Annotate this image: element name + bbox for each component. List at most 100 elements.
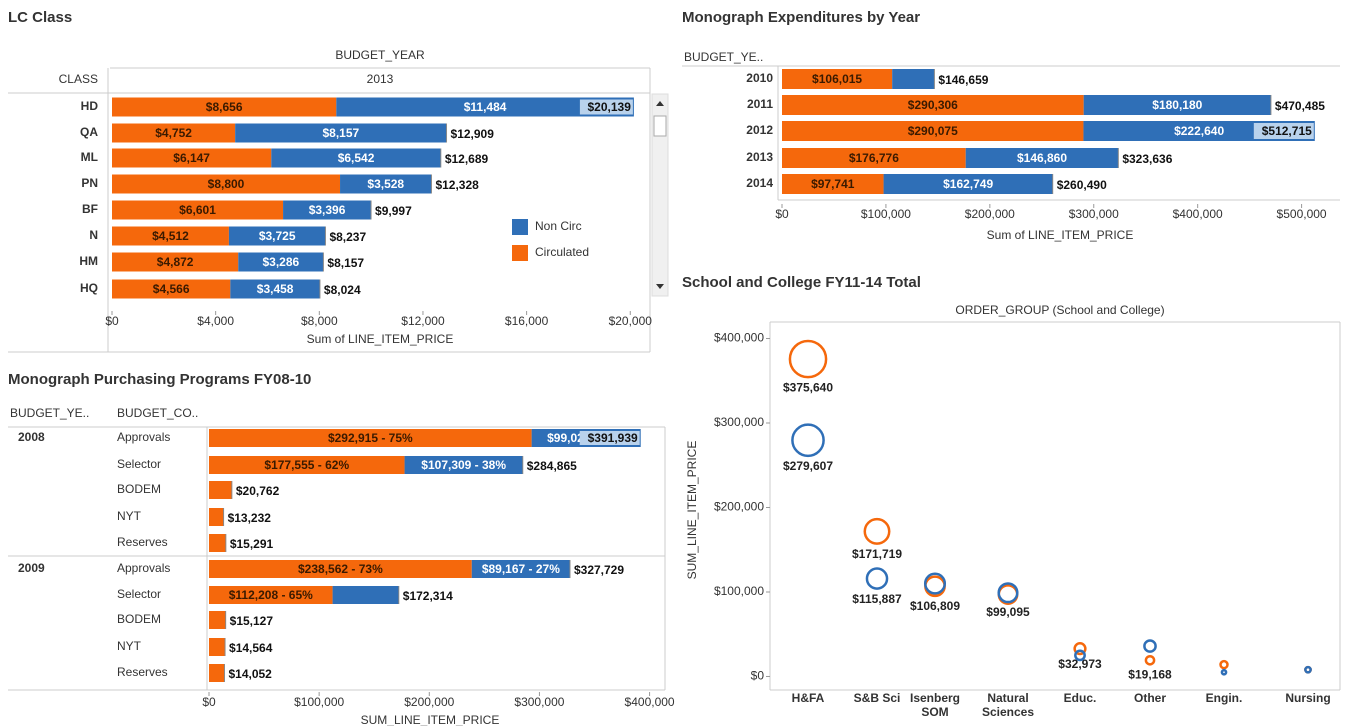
- bar-segment: [283, 200, 372, 220]
- bubble: [1219, 659, 1229, 670]
- group-label: 2008: [18, 430, 45, 444]
- bubble: [788, 339, 828, 379]
- column-header: 2013: [367, 72, 394, 86]
- bar-label: $3,286: [262, 255, 299, 269]
- bubble-label: $375,640: [783, 380, 833, 394]
- bubble-label: $115,887: [852, 592, 902, 606]
- total-label: $470,485: [1275, 99, 1325, 113]
- total-box: [579, 431, 640, 445]
- bar-segment: [965, 148, 1119, 168]
- bubble: [1144, 654, 1156, 666]
- bar-segment: [209, 560, 472, 578]
- bar-label: $3,458: [257, 282, 294, 296]
- scrollbar[interactable]: [651, 93, 669, 297]
- bar-segment: [209, 456, 405, 474]
- bar-label: $290,075: [908, 124, 958, 138]
- bar-segment: [112, 252, 239, 272]
- category-label: PN: [81, 176, 98, 190]
- scroll-up[interactable]: [656, 101, 664, 106]
- bar-segment: [1083, 95, 1271, 115]
- category-label: HQ: [80, 281, 98, 295]
- y-tick-label: $100,000: [714, 584, 764, 598]
- bar-label: $89,167 - 27%: [482, 562, 560, 576]
- bar-label: $8,800: [208, 177, 245, 191]
- x-axis-label: SUM_LINE_ITEM_PRICE: [361, 713, 500, 726]
- frames: [8, 65, 1341, 691]
- category-label: BODEM: [117, 612, 161, 626]
- bar-segment: [782, 95, 1084, 115]
- x-tick-label: $4,000: [197, 314, 234, 328]
- bar-segment: [782, 121, 1084, 141]
- bar-label: $4,872: [157, 255, 194, 269]
- x-tick-label: Educ.: [1063, 691, 1097, 705]
- category-label: Reserves: [117, 535, 168, 549]
- category-label: 2011: [747, 97, 773, 111]
- bar-label: $3,725: [259, 229, 296, 243]
- total-label: $20,139: [588, 100, 632, 114]
- bubble: [1074, 649, 1086, 662]
- bubble: [1143, 639, 1157, 653]
- scroll-down[interactable]: [656, 284, 664, 289]
- bubble-label: $99,095: [986, 605, 1030, 619]
- column-header: BUDGET_YEAR: [335, 48, 425, 62]
- bar-label: $3,528: [367, 177, 404, 191]
- x-tick-label: S&B Sci: [853, 691, 901, 705]
- category-label: Selector: [117, 457, 161, 471]
- total-label: $284,865: [527, 459, 577, 473]
- x-tick-label: $0: [105, 314, 119, 328]
- bar-label: $4,512: [152, 229, 189, 243]
- scrollbar-thumb[interactable]: [653, 115, 667, 137]
- column-header: ORDER_GROUP (School and College): [955, 303, 1164, 317]
- x-tick-label: $200,000: [404, 695, 454, 709]
- bar-segment: [340, 174, 432, 194]
- bar-label: $290,306: [908, 98, 958, 112]
- y-tick-label: $300,000: [714, 415, 764, 429]
- category-label: BODEM: [117, 482, 161, 496]
- chart-title: LC Class: [8, 9, 72, 26]
- category-label: NYT: [117, 509, 142, 523]
- total-label: $8,024: [324, 283, 361, 297]
- bar-segment: [209, 664, 225, 682]
- total-label: $8,157: [327, 256, 364, 270]
- bubble-label: $19,168: [1128, 668, 1172, 682]
- bar-segment: [228, 226, 326, 246]
- bar-segment: [112, 97, 337, 117]
- bar-label: $8,656: [206, 100, 243, 114]
- category-label: QA: [80, 125, 98, 139]
- bar-segment: [782, 174, 884, 194]
- legend-swatch: [512, 245, 528, 261]
- total-label: $14,564: [229, 641, 273, 655]
- bar-segment: [471, 560, 570, 578]
- bar-segment: [112, 226, 229, 246]
- row-header: BUDGET_YE..: [684, 50, 763, 64]
- category-label: ML: [81, 150, 98, 164]
- chart-title: Monograph Purchasing Programs FY08-10: [8, 371, 311, 388]
- category-label: Approvals: [117, 561, 170, 575]
- bar-label: $8,157: [322, 126, 359, 140]
- x-tick-label: Nursing: [1285, 691, 1331, 705]
- category-label: 2012: [746, 123, 773, 137]
- bubble: [865, 567, 889, 590]
- bar-label: $292,915 - 75%: [328, 431, 413, 445]
- x-tick-label: $400,000: [625, 695, 675, 709]
- total-label: $12,689: [445, 152, 489, 166]
- bar-label: $97,741: [811, 177, 855, 191]
- bubble: [1304, 665, 1312, 674]
- bar-label: $112,208 - 65%: [229, 588, 313, 602]
- bar-segment: [209, 586, 333, 604]
- legend-label: Non Circ: [535, 219, 582, 233]
- total-label: $146,659: [938, 73, 988, 87]
- x-tick-label: Natural Sciences: [981, 691, 1035, 719]
- x-tick-label: H&FA: [791, 691, 825, 705]
- bar-label: $107,309 - 38%: [421, 458, 506, 472]
- category-label: Approvals: [117, 430, 170, 444]
- bar-label: $180,180: [1152, 98, 1202, 112]
- x-tick-label: $12,000: [401, 314, 445, 328]
- total-label: $12,909: [451, 127, 495, 141]
- bar-segment: [209, 508, 224, 526]
- bar-label: $176,776: [849, 151, 899, 165]
- total-label: $12,328: [435, 178, 479, 192]
- y-tick-label: $200,000: [714, 500, 764, 514]
- bar-label: $146,860: [1017, 151, 1067, 165]
